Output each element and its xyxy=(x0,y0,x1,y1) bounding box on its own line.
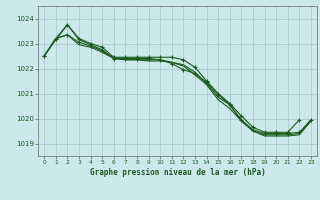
X-axis label: Graphe pression niveau de la mer (hPa): Graphe pression niveau de la mer (hPa) xyxy=(90,168,266,177)
